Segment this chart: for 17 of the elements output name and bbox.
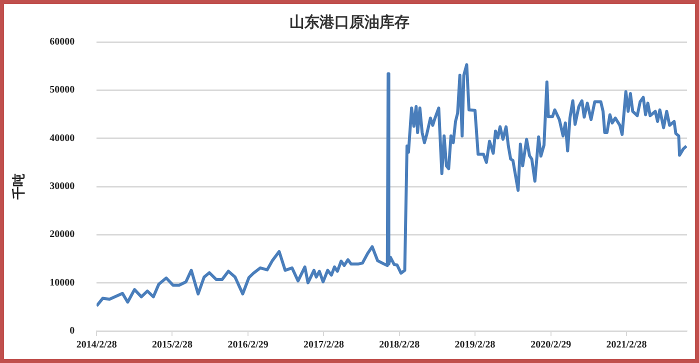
x-tick-label: 2018/2/28 (379, 340, 420, 351)
y-tick-label: 10000 (50, 277, 75, 288)
x-tick-label: 2021/2/28 (606, 340, 647, 351)
y-tick-label: 40000 (50, 132, 75, 144)
x-tick-label: 2016/2/29 (228, 340, 268, 351)
x-tick-label: 2019/2/28 (454, 340, 496, 351)
chart-title: 山东港口原油库存 (290, 12, 410, 31)
y-tick-label: 20000 (50, 229, 75, 240)
y-tick-label: 50000 (50, 84, 75, 96)
x-tick-label: 2014/2/28 (76, 340, 117, 351)
x-tick-label: 2017/2/28 (303, 340, 344, 351)
x-tick-label: 2015/2/28 (152, 340, 193, 351)
x-tick-label: 2020/2/29 (530, 340, 572, 351)
y-tick-label: 60000 (50, 36, 75, 48)
y-tick-label: 0 (70, 326, 75, 337)
y-tick-label: 30000 (50, 181, 75, 192)
y-axis-title: 千吨 (11, 174, 26, 200)
